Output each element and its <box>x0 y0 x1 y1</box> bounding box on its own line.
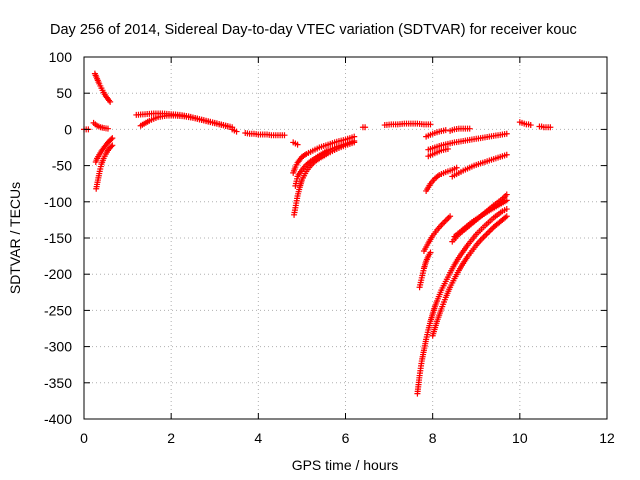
data-point <box>466 125 473 132</box>
series-arc-03 <box>91 70 114 105</box>
series-arc-24 <box>451 197 510 240</box>
y-tick-label: 50 <box>56 85 72 101</box>
data-point <box>281 132 288 139</box>
data-point <box>503 191 510 198</box>
series-arc-29 <box>536 123 554 131</box>
data-point <box>503 151 510 158</box>
y-tick-label: -200 <box>44 266 72 282</box>
series-arc-27 <box>429 213 510 339</box>
x-tick-label: 6 <box>342 430 350 446</box>
series-arc-26 <box>414 206 510 397</box>
y-tick-label: -350 <box>44 375 72 391</box>
data-point <box>351 137 358 144</box>
data-point <box>503 206 510 213</box>
y-tick-label: -300 <box>44 339 72 355</box>
x-tick-label: 10 <box>512 430 528 446</box>
series-arc-16 <box>423 127 449 140</box>
x-tick-label: 4 <box>254 430 262 446</box>
series-arc-04 <box>92 135 116 165</box>
data-point <box>503 130 510 137</box>
y-tick-label: 0 <box>64 121 72 137</box>
data-point <box>427 121 434 128</box>
data-point <box>108 136 115 143</box>
y-tick-label: -100 <box>44 194 72 210</box>
data-point <box>108 143 115 150</box>
series-arc-14 <box>381 120 434 129</box>
data-point <box>453 164 460 171</box>
series-arc-22 <box>420 213 454 255</box>
axis-ticks <box>83 56 608 420</box>
series-arc-02 <box>90 119 111 132</box>
y-axis-label: SDTVAR / TECUs <box>7 182 23 294</box>
data-point <box>109 135 116 142</box>
x-axis-label: GPS time / hours <box>292 457 399 473</box>
series-arc-17 <box>425 130 510 153</box>
y-tick-label: -150 <box>44 230 72 246</box>
y-tick-label: -400 <box>44 411 72 427</box>
data-point <box>527 122 534 129</box>
data-point <box>294 141 301 148</box>
series-arc-19 <box>447 125 473 134</box>
series-arc-28 <box>516 119 534 129</box>
series-arc-18 <box>425 145 451 160</box>
series-arc-10 <box>290 139 301 148</box>
tick-labels: 0 2 4 6 8 10 12 100 50 0 -50 -100 -150 -200 -250 -300 -3… <box>44 49 615 446</box>
series-arc-05 <box>93 142 116 192</box>
data-points <box>81 70 554 397</box>
data-point <box>447 213 454 220</box>
series-arc-25 <box>416 249 434 291</box>
data-point <box>233 128 240 135</box>
series-arc-07 <box>137 112 231 130</box>
series-arc-15 <box>359 124 369 131</box>
chart-title: Day 256 of 2014, Sidereal Day-to-day VTE… <box>50 22 577 38</box>
x-tick-label: 0 <box>80 430 88 446</box>
series-arc-08 <box>229 126 240 135</box>
y-tick-label: -250 <box>44 302 72 318</box>
x-tick-label: 2 <box>167 430 175 446</box>
data-point <box>104 125 111 132</box>
data-point <box>107 98 114 105</box>
data-point <box>109 142 116 149</box>
series-arc-09 <box>242 130 288 139</box>
series-arc-20 <box>423 164 460 194</box>
x-tick-label: 12 <box>599 430 615 446</box>
series-arc-11 <box>290 133 358 176</box>
data-point <box>444 145 451 152</box>
data-point <box>362 124 369 131</box>
data-point <box>503 197 510 204</box>
data-point <box>547 124 554 131</box>
data-point <box>224 123 231 130</box>
data-point <box>503 213 510 220</box>
x-tick-label: 8 <box>429 430 437 446</box>
series-arc-13 <box>292 137 358 189</box>
data-point <box>427 249 434 256</box>
y-tick-label: -50 <box>52 158 72 174</box>
y-tick-label: 100 <box>49 49 73 65</box>
series-arc-21 <box>449 151 510 180</box>
data-point <box>442 127 449 134</box>
